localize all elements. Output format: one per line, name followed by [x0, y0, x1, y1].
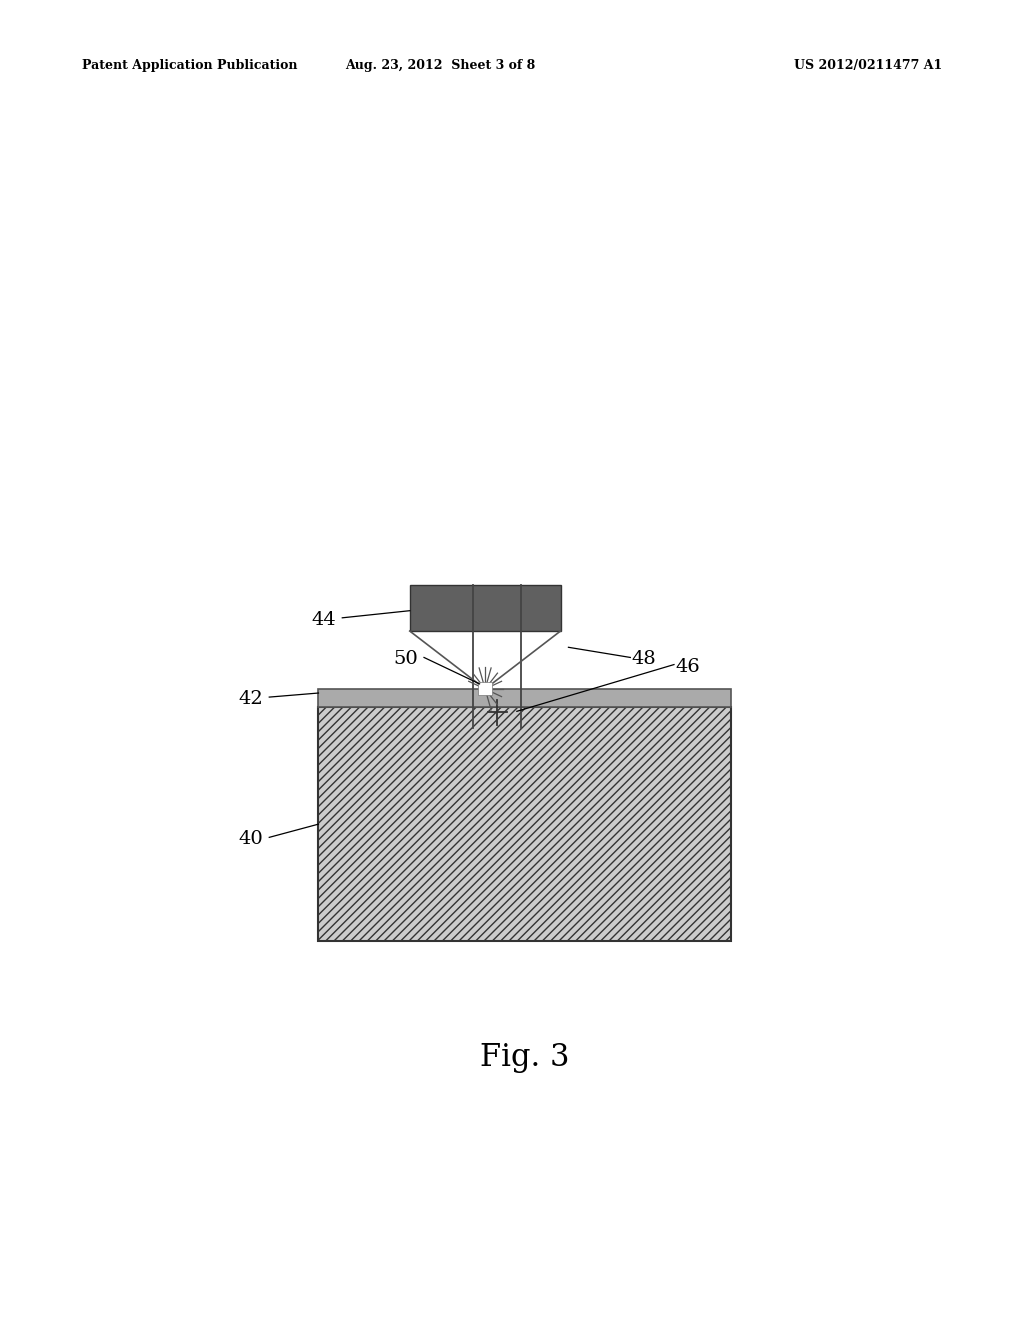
Text: 44: 44 [311, 611, 336, 628]
Text: 40: 40 [239, 830, 263, 849]
Bar [318, 708, 731, 941]
Text: 46: 46 [676, 657, 700, 676]
Bar [410, 585, 560, 631]
Text: 42: 42 [239, 690, 263, 708]
Text: 50: 50 [393, 651, 418, 668]
Text: US 2012/0211477 A1: US 2012/0211477 A1 [794, 59, 942, 73]
Text: Aug. 23, 2012  Sheet 3 of 8: Aug. 23, 2012 Sheet 3 of 8 [345, 59, 536, 73]
Text: 48: 48 [632, 651, 656, 668]
Text: Fig. 3: Fig. 3 [480, 1043, 569, 1073]
Bar [318, 689, 731, 708]
Bar [478, 682, 493, 696]
Text: Patent Application Publication: Patent Application Publication [82, 59, 297, 73]
